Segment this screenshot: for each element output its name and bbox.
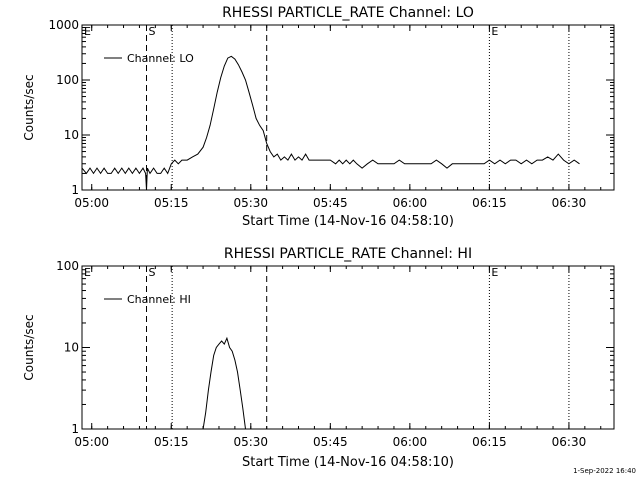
x-axis-label: Start Time (14-Nov-16 04:58:10) — [242, 214, 454, 229]
y-tick-label: 1000 — [48, 18, 79, 32]
x-tick-label: 05:00 — [74, 435, 109, 449]
y-axis-label: Counts/sec — [22, 314, 36, 380]
x-tick-label: 05:15 — [154, 435, 189, 449]
plot-frame — [81, 265, 615, 430]
x-tick-label: 06:15 — [472, 435, 507, 449]
marker-label: E — [491, 266, 498, 279]
x-axis-label: Start Time (14-Nov-16 04:58:10) — [242, 455, 454, 470]
chart-title: RHESSI PARTICLE_RATE Channel: LO — [222, 5, 474, 21]
footer-timestamp: 1-Sep-2022 16:40 — [573, 467, 636, 475]
series-line — [81, 55, 580, 191]
x-tick-label: 06:30 — [552, 196, 587, 210]
x-tick-label: 06:15 — [472, 196, 507, 210]
x-tick-label: 05:30 — [233, 196, 268, 210]
series-line — [202, 336, 246, 430]
y-tick-label: 100 — [56, 259, 79, 273]
marker-label: E — [84, 25, 91, 38]
y-tick-label: 1 — [71, 422, 79, 436]
marker-label: E — [84, 266, 91, 279]
marker-label: S — [149, 25, 156, 38]
chart-title: RHESSI PARTICLE_RATE Channel: HI — [224, 246, 472, 262]
y-axis-label: Counts/sec — [22, 74, 36, 140]
y-tick-label: 10 — [64, 341, 79, 355]
legend-label: Channel: LO — [127, 52, 194, 65]
x-tick-label: 05:00 — [74, 196, 109, 210]
y-tick-label: 100 — [56, 73, 79, 87]
y-tick-label: 1 — [71, 183, 79, 197]
x-tick-label: 06:30 — [552, 435, 587, 449]
marker-label: E — [491, 25, 498, 38]
x-tick-label: 05:15 — [154, 196, 189, 210]
x-tick-label: 06:00 — [393, 435, 428, 449]
x-tick-label: 05:30 — [233, 435, 268, 449]
x-tick-label: 05:45 — [313, 435, 348, 449]
x-tick-label: 06:00 — [393, 196, 428, 210]
plot-frame — [81, 24, 615, 191]
y-tick-label: 10 — [64, 128, 79, 142]
legend-label: Channel: HI — [127, 293, 191, 306]
marker-label: S — [149, 266, 156, 279]
x-tick-label: 05:45 — [313, 196, 348, 210]
